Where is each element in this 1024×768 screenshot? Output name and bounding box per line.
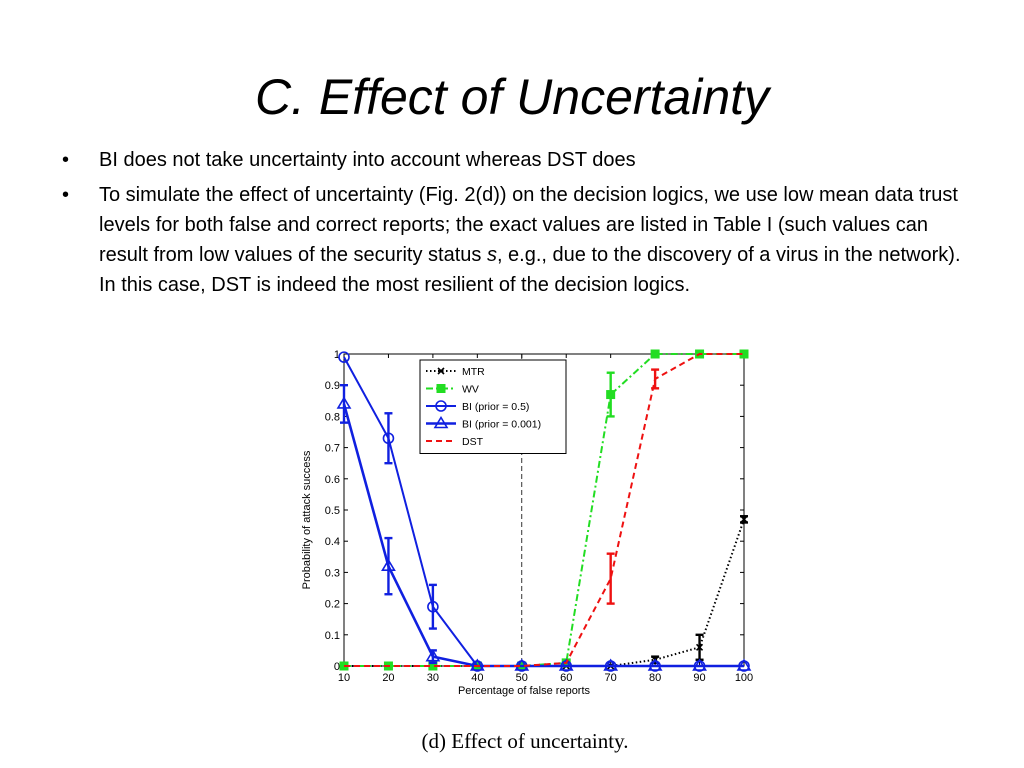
legend-label: BI (prior = 0.5)	[462, 401, 529, 413]
series-line	[344, 353, 744, 667]
x-tick-label: 70	[605, 672, 617, 684]
bi-prior-0-5-marker	[427, 600, 439, 613]
y-tick-label: 0.6	[325, 474, 340, 486]
x-tick-label: 40	[471, 672, 483, 684]
mtr-marker	[437, 367, 445, 375]
bullet-text: To simulate the effect of uncertainty (F…	[99, 184, 958, 266]
y-tick-label: 0.1	[325, 630, 340, 642]
bi-prior-0-001-marker	[381, 558, 396, 571]
wv-marker	[606, 390, 616, 400]
y-tick-label: 0.4	[325, 536, 340, 548]
y-tick-label: 1	[334, 349, 340, 361]
y-tick-label: 0	[334, 661, 340, 673]
x-tick-label: 10	[338, 672, 350, 684]
x-axis-label: Percentage of false reports	[458, 685, 591, 697]
legend-label: DST	[462, 436, 484, 448]
x-tick-label: 60	[560, 672, 572, 684]
bullet-glyph: •	[62, 184, 70, 206]
bullet-list: • BI does not take uncertainty into acco…	[62, 145, 982, 305]
y-tick-label: 0.8	[325, 411, 340, 423]
series-line	[342, 403, 744, 668]
attack-success-chart: 0 0.1 0.2 0.3 0.4 0.5 0.6 0.7 0.8 0.9 1 10 20 30 40 50 6…	[301, 349, 753, 697]
bi-prior-0-001-marker	[603, 658, 619, 671]
series-bi-prior-0-001-	[336, 384, 752, 671]
y-tick-label: 0.5	[325, 505, 340, 517]
wv-marker	[436, 384, 446, 393]
bullet-item: • BI does not take uncertainty into acco…	[62, 145, 982, 175]
y-axis-label: Probability of attack success	[301, 450, 313, 589]
bi-prior-0-001-marker	[647, 658, 663, 671]
y-tick-label: 0.3	[325, 567, 340, 579]
legend-marker	[436, 384, 446, 393]
legend-marker	[433, 415, 449, 429]
bi-prior-0-001-marker	[336, 396, 352, 409]
bi-prior-0-5-marker	[382, 432, 395, 445]
x-tick-label: 50	[516, 672, 528, 684]
bi-prior-0-001-marker	[558, 658, 574, 671]
x-tick-label: 80	[649, 672, 661, 684]
figure-caption: (d) Effect of uncertainty.	[421, 729, 629, 753]
bullet-glyph: •	[62, 149, 70, 171]
bullet-text-italic: s	[486, 244, 497, 266]
bullet-text: , e.g., due to the discovery of a virus …	[99, 244, 961, 296]
legend-label: WV	[462, 384, 479, 396]
y-tick-label: 0.2	[325, 599, 340, 611]
mtr-marker	[740, 515, 748, 523]
bullet-text: BI does not take uncertainty into accoun…	[99, 149, 636, 171]
bi-prior-0-001-marker	[425, 649, 441, 662]
bi-prior-0-5-marker	[435, 400, 447, 412]
legend-marker	[437, 367, 445, 375]
bi-prior-0-5-marker	[338, 351, 350, 363]
y-tick-label: 0.9	[325, 380, 340, 392]
legend-label: MTR	[462, 366, 485, 378]
series-dst	[344, 353, 744, 667]
y-tick-label: 0.7	[325, 443, 340, 455]
slide-title: C. Effect of Uncertainty	[254, 69, 770, 125]
bi-prior-0-001-marker	[736, 658, 752, 671]
legend-marker	[435, 400, 447, 412]
x-tick-label: 30	[427, 672, 439, 684]
bi-prior-0-001-marker	[692, 658, 707, 671]
x-tick-label: 90	[693, 672, 705, 684]
bi-prior-0-001-marker	[433, 415, 449, 429]
mtr-marker	[695, 643, 704, 651]
wv-marker	[650, 349, 660, 359]
x-tick-label: 20	[382, 672, 394, 684]
bullet-item: • To simulate the effect of uncertainty …	[62, 180, 982, 300]
x-tick-label: 100	[735, 672, 753, 684]
legend-label: BI (prior = 0.001)	[462, 419, 541, 431]
